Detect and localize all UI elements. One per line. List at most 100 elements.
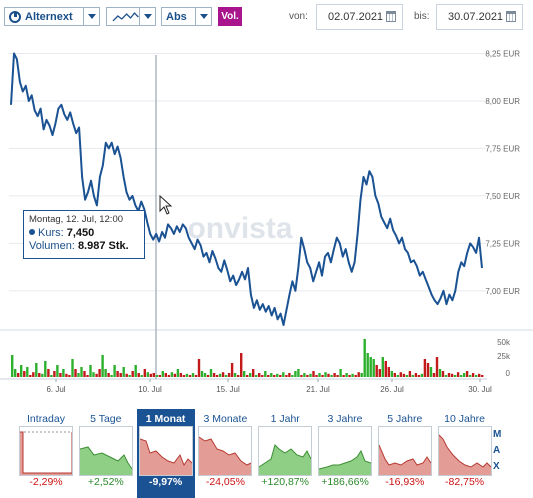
price-chart[interactable]: onvista 8,25 EUR 8,00 EUR 7,75 EUR 7,50 EUR…: [0, 40, 533, 395]
volume-bar: [11, 355, 14, 377]
exchange-dropdown[interactable]: Alternext: [4, 7, 100, 26]
calendar-icon[interactable]: [506, 11, 516, 22]
calendar-icon[interactable]: [386, 11, 396, 22]
volume-bar: [261, 375, 264, 377]
y-tick-label: 8,25 EUR: [485, 49, 520, 58]
period-change: +120,87%: [261, 476, 309, 488]
max-range-letter[interactable]: A: [493, 445, 501, 456]
volume-bar: [435, 357, 439, 377]
volume-bar: [206, 375, 210, 377]
price-chart-canvas[interactable]: onvista 8,25 EUR 8,00 EUR 7,75 EUR 7,50 EUR…: [0, 40, 533, 395]
volume-bar: [429, 367, 433, 377]
volume-bar: [411, 375, 415, 377]
volume-bar: [318, 373, 321, 377]
volume-bar: [453, 375, 457, 377]
volume-bar: [182, 375, 186, 377]
volume-bar: [339, 369, 342, 377]
volume-bar: [161, 371, 164, 377]
volume-bar: [408, 371, 412, 377]
volume-toggle-button[interactable]: Vol.: [218, 7, 242, 26]
volume-bar: [122, 367, 125, 377]
period-change: -82,75%: [445, 476, 485, 488]
chart-style-dropdown[interactable]: [106, 7, 156, 26]
period-tile-1-jahr[interactable]: 1 Jahr +120,87%: [256, 409, 314, 498]
period-change: -24,05%: [205, 476, 245, 488]
volume-bar: [279, 375, 282, 377]
y-tick-label: 7,25 EUR: [485, 239, 520, 248]
volume-bar: [426, 363, 430, 377]
period-name: 3 Jahre: [327, 413, 363, 425]
volume-bar: [173, 373, 177, 377]
from-date-value: 02.07.2021: [328, 11, 384, 23]
period-name: 5 Tage: [90, 413, 122, 425]
volume-bar: [384, 361, 387, 377]
period-tile-3-monate[interactable]: 3 Monate -24,05%: [196, 409, 254, 498]
volume-bar: [369, 357, 372, 377]
period-change: -16,93%: [385, 476, 425, 488]
volume-bar: [224, 375, 228, 377]
volume-bar: [44, 361, 47, 377]
scale-dropdown[interactable]: Abs: [161, 7, 212, 26]
volume-bar: [74, 369, 77, 377]
to-date-label: bis:: [414, 11, 430, 22]
volume-bar: [300, 375, 303, 377]
volume-bar: [306, 375, 309, 377]
period-tile-10-jahre[interactable]: 10 Jahre -82,75%: [436, 409, 494, 498]
volume-bar: [243, 371, 246, 377]
max-range-letter[interactable]: M: [493, 429, 502, 440]
y-tick-label: 7,75 EUR: [485, 144, 520, 153]
period-tile-1-monat[interactable]: 1 Monat -9,97%: [136, 409, 195, 498]
period-change: -2,29%: [29, 476, 63, 488]
volume-bar: [71, 359, 74, 377]
volume-bar: [462, 373, 466, 377]
volume-bar: [297, 369, 300, 377]
volume-bar: [134, 365, 137, 377]
line-chart-icon: [112, 11, 139, 21]
volume-bar: [333, 373, 336, 377]
volume-bar: [230, 363, 234, 377]
volume-bar: [140, 375, 143, 377]
period-tile-5-jahre[interactable]: 5 Jahre -16,93%: [376, 409, 434, 498]
volume-bar: [402, 373, 406, 377]
volume-bar: [366, 353, 369, 377]
period-tile-3-jahre[interactable]: 3 Jahre +186,66%: [316, 409, 374, 498]
volume-bar: [360, 373, 363, 377]
volume-bar: [17, 373, 20, 377]
from-date-label: von:: [289, 11, 308, 22]
volume-bar: [158, 375, 161, 377]
series-dot-icon: [29, 229, 35, 235]
volume-bar: [264, 371, 267, 377]
volume-bar: [276, 373, 279, 377]
volume-bar: [345, 373, 348, 377]
volume-bar: [468, 375, 472, 377]
period-thumbnail: [138, 426, 193, 476]
tooltip-price-value: 7,450: [66, 227, 95, 239]
x-tick-label: 30. Jul: [468, 385, 492, 394]
volume-bar: [107, 373, 110, 377]
volume-bar: [197, 359, 201, 377]
volume-bar: [342, 375, 345, 377]
tooltip-price: Kurs: 7,450: [29, 227, 139, 239]
volume-bar: [170, 372, 174, 377]
volume-bar: [288, 373, 291, 377]
from-date-input[interactable]: 02.07.2021: [316, 4, 403, 30]
volume-bar: [321, 375, 324, 377]
y-tick-label: 7,50 EUR: [485, 192, 520, 201]
volume-bar: [185, 373, 189, 377]
volume-bar: [399, 372, 402, 377]
volume-bar: [155, 375, 158, 377]
to-date-input[interactable]: 30.07.2021: [436, 4, 523, 30]
volume-bar: [95, 373, 98, 377]
max-range-letter[interactable]: X: [493, 461, 500, 472]
volume-bar: [357, 372, 360, 377]
tooltip-volume: Volumen: 8.987 Stk.: [29, 240, 139, 252]
period-tile-intraday[interactable]: Intraday -2,29%: [17, 409, 75, 498]
volume-bar: [191, 373, 195, 377]
volume-bar: [381, 357, 384, 377]
volume-bar: [378, 369, 381, 377]
volume-bar: [143, 369, 146, 377]
volume-bar: [273, 375, 276, 377]
volume-bar: [68, 375, 71, 377]
period-tile-5-tage[interactable]: 5 Tage +2,52%: [77, 409, 135, 498]
volume-bar: [80, 367, 83, 377]
